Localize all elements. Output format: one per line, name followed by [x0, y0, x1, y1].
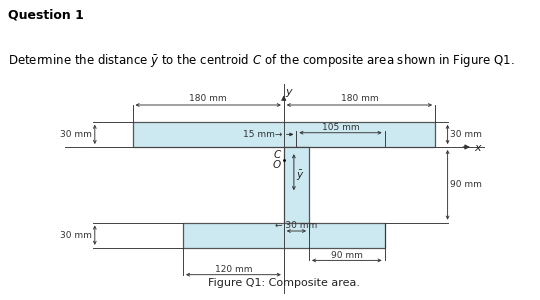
Text: O: O — [272, 160, 280, 170]
Bar — [284, 147, 309, 223]
Text: 180 mm: 180 mm — [190, 94, 227, 103]
Text: x: x — [475, 143, 481, 153]
Text: Question 1: Question 1 — [8, 8, 84, 21]
Text: 105 mm: 105 mm — [322, 123, 359, 132]
Text: $\bar{y}$: $\bar{y}$ — [295, 169, 304, 184]
Text: 120 mm: 120 mm — [215, 265, 252, 274]
Text: y: y — [286, 87, 292, 97]
Bar — [133, 122, 435, 147]
Bar — [183, 223, 384, 248]
Text: 30 mm: 30 mm — [60, 130, 92, 139]
Text: 15 mm→: 15 mm→ — [243, 130, 282, 139]
Text: 90 mm: 90 mm — [450, 180, 482, 189]
Text: Figure Q1: Composite area.: Figure Q1: Composite area. — [208, 278, 360, 288]
Text: Determine the distance $\bar{y}$ to the centroid $C$ of the composite area shown: Determine the distance $\bar{y}$ to the … — [8, 52, 515, 69]
Text: 30 mm: 30 mm — [60, 231, 92, 240]
Text: 90 mm: 90 mm — [331, 250, 363, 260]
Text: 30 mm: 30 mm — [450, 130, 482, 139]
Text: C: C — [273, 150, 280, 161]
Text: ← 30 mm: ← 30 mm — [275, 221, 318, 230]
Text: 180 mm: 180 mm — [341, 94, 378, 103]
